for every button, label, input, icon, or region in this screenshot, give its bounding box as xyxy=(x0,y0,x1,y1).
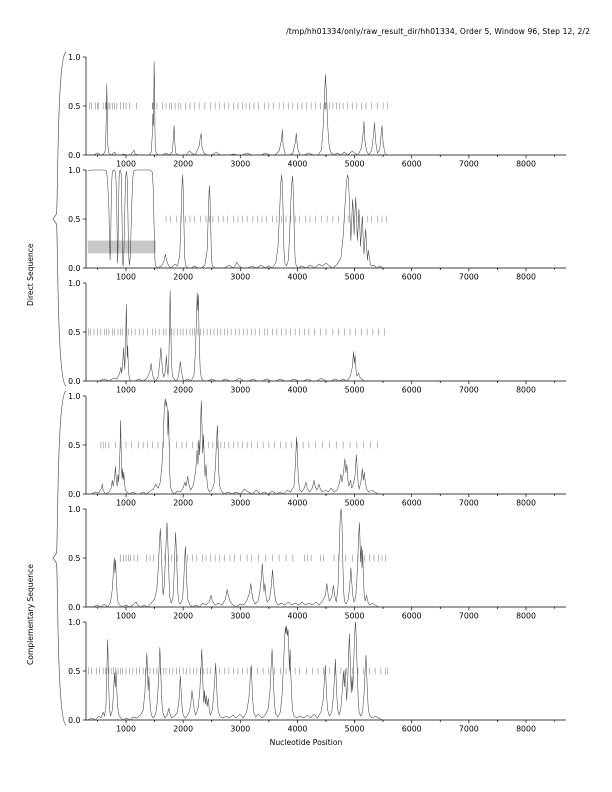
y-tick-label: 0.5 xyxy=(68,328,80,337)
x-tick-label: 8000 xyxy=(516,160,536,169)
x-tick-label: 7000 xyxy=(459,273,479,282)
data-curve xyxy=(87,508,567,608)
x-tick-label: 5000 xyxy=(345,273,365,282)
x-tick-label: 1000 xyxy=(116,499,136,508)
x-tick-label: 5000 xyxy=(345,499,365,508)
x-tick-label: 3000 xyxy=(230,386,250,395)
y-tick-label: 1.0 xyxy=(68,53,80,62)
y-tick-label: 0.5 xyxy=(68,667,80,676)
figure-title: /tmp/hh01334/only/raw_result_dir/hh01334… xyxy=(286,27,590,36)
x-tick-label: 5000 xyxy=(345,612,365,621)
x-tick-label: 1000 xyxy=(116,273,136,282)
x-tick-label: 6000 xyxy=(402,160,422,169)
x-tick-label: 4000 xyxy=(288,725,308,734)
x-tick-label: 6000 xyxy=(402,612,422,621)
shaded-region-annotation xyxy=(87,240,156,254)
x-tick-label: 4000 xyxy=(288,160,308,169)
y-tick-label: 1.0 xyxy=(68,166,80,175)
y-tick-label: 1.0 xyxy=(68,279,80,288)
x-axis-label: Nucleotide Position xyxy=(269,738,343,747)
x-tick-label: 6000 xyxy=(402,386,422,395)
x-tick-label: 8000 xyxy=(516,386,536,395)
x-tick-label: 1000 xyxy=(116,386,136,395)
x-tick-label: 2000 xyxy=(173,725,193,734)
x-tick-label: 3000 xyxy=(230,499,250,508)
x-tick-label: 6000 xyxy=(402,499,422,508)
panel-3: 0.0 0.5 1.0 1000 2000 3000 4000 5000 6000 7000 800… xyxy=(68,392,567,508)
y-tick-label: 0.0 xyxy=(68,264,80,273)
y-tick-label: 0.0 xyxy=(68,716,80,725)
x-tick-label: 4000 xyxy=(288,612,308,621)
x-tick-label: 8000 xyxy=(516,725,536,734)
x-tick-label: 7000 xyxy=(459,725,479,734)
panel-axis-spine xyxy=(85,622,566,721)
y-tick-label: 0.0 xyxy=(68,377,80,386)
data-curve xyxy=(87,290,567,382)
y-tick-label: 0.0 xyxy=(68,151,80,160)
x-tick-label: 6000 xyxy=(402,273,422,282)
x-tick-label: 2000 xyxy=(173,273,193,282)
y-tick-label: 0.5 xyxy=(68,554,80,563)
x-tick-label: 8000 xyxy=(516,499,536,508)
brace-direct-sequence xyxy=(52,51,67,387)
x-tick-label: 4000 xyxy=(288,499,308,508)
y-tick-label: 0.5 xyxy=(68,102,80,111)
x-tick-label: 2000 xyxy=(173,386,193,395)
data-curve xyxy=(87,61,567,156)
x-tick-label: 7000 xyxy=(459,386,479,395)
x-tick-label: 3000 xyxy=(230,273,250,282)
data-curve xyxy=(87,169,567,269)
group-brace-layer xyxy=(52,51,67,726)
brace-complementary-sequence xyxy=(52,390,67,726)
panel-5: 0.0 0.5 1.0 1000 2000 3000 4000 5000 6000 7000 800… xyxy=(68,618,567,734)
y-tick-label: 0.5 xyxy=(68,215,80,224)
x-tick-label: 5000 xyxy=(345,160,365,169)
x-tick-label: 5000 xyxy=(345,725,365,734)
x-tick-label: 1000 xyxy=(116,160,136,169)
y-tick-label: 1.0 xyxy=(68,505,80,514)
panel-2: 0.0 0.5 1.0 1000 2000 3000 4000 5000 6000 7000 800… xyxy=(68,279,567,395)
panel-axis-spine xyxy=(85,170,566,269)
x-tick-label: 7000 xyxy=(459,499,479,508)
panel-0: 0.0 0.5 1.0 1000 2000 3000 4000 5000 6000 7000 800… xyxy=(68,53,567,169)
x-tick-label: 3000 xyxy=(230,725,250,734)
panel-4: 0.0 0.5 1.0 1000 2000 3000 4000 5000 6000 7000 800… xyxy=(68,505,567,621)
x-tick-label: 1000 xyxy=(116,725,136,734)
x-tick-label: 1000 xyxy=(116,612,136,621)
data-curve xyxy=(87,398,567,495)
x-tick-label: 2000 xyxy=(173,160,193,169)
x-tick-label: 8000 xyxy=(516,612,536,621)
x-tick-label: 4000 xyxy=(288,273,308,282)
x-tick-label: 2000 xyxy=(173,612,193,621)
y-tick-label: 1.0 xyxy=(68,392,80,401)
panel-1: 0.0 0.5 1.0 1000 2000 3000 4000 5000 6000 7000 800… xyxy=(68,166,567,282)
y-tick-label: 0.5 xyxy=(68,441,80,450)
x-tick-label: 3000 xyxy=(230,612,250,621)
x-tick-label: 3000 xyxy=(230,160,250,169)
y-tick-label: 0.0 xyxy=(68,490,80,499)
x-tick-label: 5000 xyxy=(345,386,365,395)
y-tick-label: 0.0 xyxy=(68,603,80,612)
panel-group: 0.0 0.5 1.0 1000 2000 3000 4000 5000 6000 7000 800… xyxy=(68,53,567,734)
x-tick-label: 8000 xyxy=(516,273,536,282)
x-tick-label: 7000 xyxy=(459,612,479,621)
y-tick-label: 1.0 xyxy=(68,618,80,627)
x-tick-label: 7000 xyxy=(459,160,479,169)
x-tick-label: 2000 xyxy=(173,499,193,508)
data-curve xyxy=(87,621,567,721)
x-tick-label: 6000 xyxy=(402,725,422,734)
x-tick-label: 4000 xyxy=(288,386,308,395)
